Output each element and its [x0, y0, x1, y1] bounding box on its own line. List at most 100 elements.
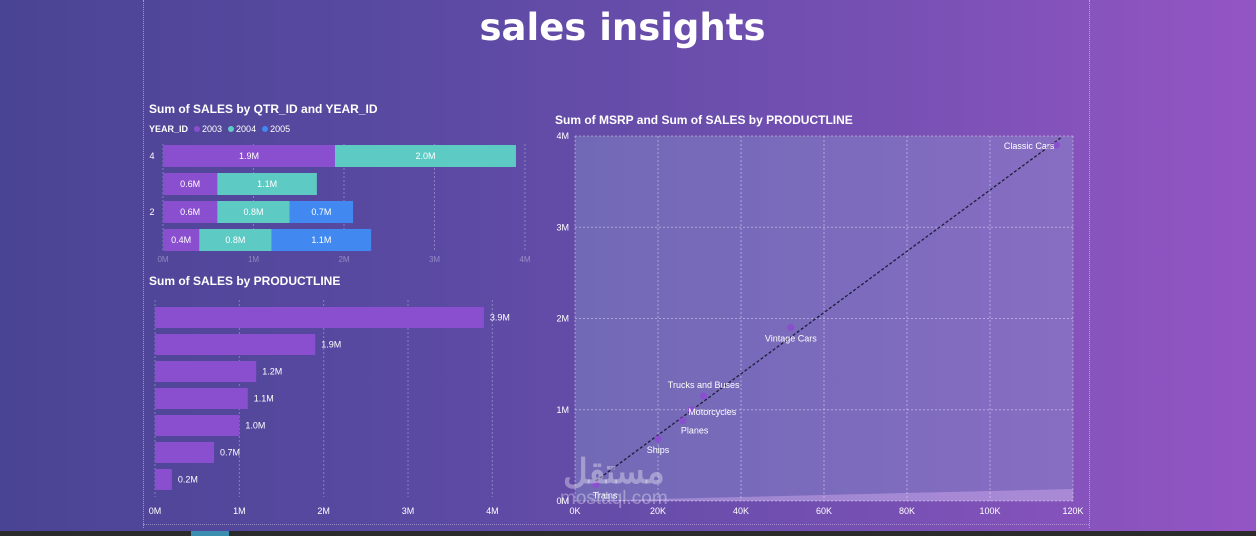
bar: [155, 415, 240, 436]
legend-label-2004: 2004: [236, 124, 257, 134]
qtr-year-legend: YEAR_ID 2003 2004 2005: [149, 124, 290, 134]
data-label: 3.9M: [490, 313, 510, 323]
bar-segment: [217, 201, 290, 223]
legend-swatch-2003: [194, 126, 201, 132]
data-label: 0.6M: [180, 179, 200, 189]
point-label: Trains: [593, 491, 618, 501]
y-tick-label: 1M: [556, 405, 569, 415]
page-tab-active[interactable]: [191, 531, 229, 536]
x-tick-label: 20K: [650, 506, 666, 516]
y-tick-label: 2: [149, 207, 154, 217]
bar-segment: [217, 173, 317, 195]
x-tick-label: 2M: [317, 506, 330, 516]
frame-border-right: [1089, 0, 1090, 528]
x-tick-label: 3M: [402, 506, 415, 516]
watermark-arabic: مستقل: [562, 453, 665, 491]
watermark: مستقل mostaql.com: [560, 455, 668, 509]
point-label: Classic Cars: [1004, 141, 1055, 151]
scatter-point: [700, 392, 708, 400]
x-tick-label: 0M: [149, 506, 162, 516]
bar-segment: [163, 145, 335, 167]
point-label: Trucks and Buses: [668, 380, 740, 390]
point-label: Motorcycles: [688, 407, 737, 417]
legend-swatch-2005: [262, 126, 269, 132]
x-tick-label: 0M: [157, 255, 168, 264]
legend-item-2005[interactable]: 2005: [262, 124, 290, 134]
frame-border-left: [143, 0, 144, 528]
bar-segment: [163, 229, 200, 251]
bar-segment: [163, 173, 218, 195]
x-tick-label: 3M: [429, 255, 440, 264]
scatter-point: [1052, 141, 1060, 149]
plot-area-wedge: [575, 489, 1073, 501]
x-tick-label: 1M: [233, 506, 246, 516]
scatter-point: [592, 481, 600, 489]
data-label: 2.0M: [415, 151, 435, 161]
frame-border-bottom: [143, 524, 1089, 525]
bottom-page-tab-bar: [0, 531, 1256, 536]
x-tick-label: 40K: [733, 506, 749, 516]
data-label: 1.2M: [262, 367, 282, 377]
data-label: 1.1M: [257, 179, 277, 189]
legend-item-2004[interactable]: 2004: [228, 124, 256, 134]
x-tick-label: 1M: [248, 255, 259, 264]
bar-segment: [271, 229, 372, 251]
watermark-latin: mostaql.com: [560, 488, 668, 509]
legend-swatch-2004: [228, 126, 235, 132]
x-tick-label: 0K: [569, 506, 580, 516]
scatter-point: [787, 324, 795, 332]
data-label: 0.8M: [243, 207, 263, 217]
bar: [155, 334, 316, 355]
y-tick-label: 2M: [556, 314, 569, 324]
bar: [155, 361, 257, 382]
bar: [155, 388, 248, 409]
point-label: Vintage Cars: [765, 334, 817, 344]
data-label: 1.9M: [239, 151, 259, 161]
point-label: Planes: [681, 426, 709, 436]
msrp-sales-chart-title: Sum of MSRP and Sum of SALES by PRODUCTL…: [555, 113, 853, 127]
legend-item-2003[interactable]: 2003: [194, 124, 222, 134]
data-label: 1.1M: [311, 235, 331, 245]
legend-label-2003: 2003: [202, 124, 223, 134]
x-tick-label: 60K: [816, 506, 832, 516]
data-label: 1.9M: [321, 340, 341, 350]
bar-segment: [289, 201, 354, 223]
x-tick-label: 4M: [519, 255, 530, 264]
bar-segment: [199, 229, 272, 251]
legend-title: YEAR_ID: [149, 124, 189, 134]
data-label: 0.7M: [311, 207, 331, 217]
page-title: sales insights: [479, 6, 766, 49]
y-tick-label: 4M: [556, 131, 569, 141]
y-tick-label: 4: [149, 151, 154, 161]
y-tick-label: 3M: [556, 222, 569, 232]
legend-label-2005: 2005: [270, 124, 291, 134]
x-tick-label: 4M: [486, 506, 499, 516]
productline-sales-chart-title: Sum of SALES by PRODUCTLINE: [149, 274, 341, 288]
bar: [155, 307, 484, 328]
x-tick-label: 2M: [338, 255, 349, 264]
trend-line: [595, 137, 1061, 482]
scatter-point: [654, 435, 662, 443]
scatter-point: [679, 417, 687, 425]
x-tick-label: 120K: [1062, 506, 1083, 516]
data-label: 0.2M: [178, 475, 198, 485]
x-tick-label: 100K: [979, 506, 1000, 516]
bar: [155, 469, 172, 490]
data-label: 0.8M: [225, 235, 245, 245]
qtr-year-chart-title: Sum of SALES by QTR_ID and YEAR_ID: [149, 102, 378, 116]
scatter-point: [687, 406, 695, 414]
data-label: 0.6M: [180, 207, 200, 217]
point-label: Ships: [647, 445, 670, 455]
data-label: 0.7M: [220, 448, 240, 458]
data-label: 1.0M: [245, 421, 265, 431]
bar-segment: [334, 145, 516, 167]
data-label: 1.1M: [254, 394, 274, 404]
x-tick-label: 80K: [899, 506, 915, 516]
bar-segment: [163, 201, 218, 223]
y-tick-label: 0M: [556, 496, 569, 506]
bar: [155, 442, 215, 463]
data-label: 0.4M: [171, 235, 191, 245]
